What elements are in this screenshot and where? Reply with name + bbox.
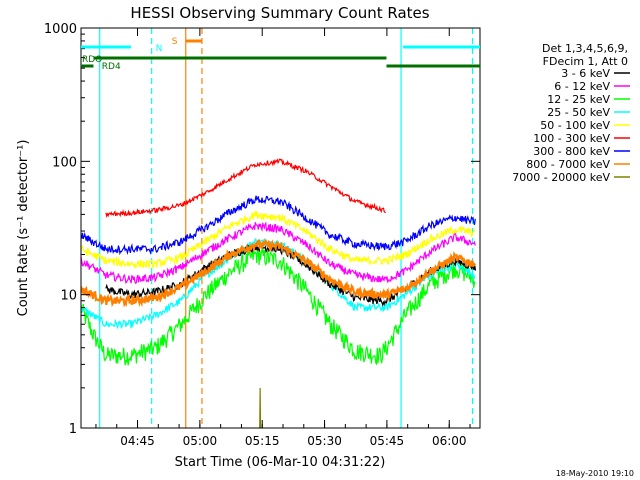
legend-label: 3 - 6 keV [561,67,610,80]
y-tick-label: 1 [69,422,77,437]
series-3-6-kev [105,242,477,307]
y-tick-label: 10 [60,289,77,304]
x-tick-label: 06:00 [432,434,467,448]
x-tick-label: 05:45 [370,434,405,448]
legend-label: 12 - 25 keV [547,93,610,106]
series-100-300-kev [105,158,386,218]
legend-label: 25 - 50 keV [547,106,610,119]
legend-label: 7000 - 20000 keV [512,171,610,184]
legend-label: 100 - 300 keV [533,132,610,145]
x-tick-label: 05:30 [307,434,342,448]
annotation-rdo: RDO [82,55,102,65]
annotation-n: N [156,44,163,54]
chart-title: HESSI Observing Summary Count Rates [130,4,429,22]
y-axis: 1 10 100 1000 [44,22,480,437]
observation-bands [99,28,474,428]
series-50-100-kev [81,210,476,270]
series-300-800-kev [81,195,476,256]
legend-header: FDecim 1, Att 0 [543,55,628,68]
y-axis-label: Count Rate (s⁻¹ detector⁻¹) [16,140,31,317]
legend-label: 50 - 100 keV [540,119,610,132]
x-tick-label: 04:45 [120,434,155,448]
legend-label: 800 - 7000 keV [526,158,610,171]
x-tick-label: 05:15 [245,434,280,448]
series-800-7000-kev [81,238,477,308]
series-6-12-kev [81,221,476,285]
footer-date: 18-May-2010 19:10 [556,469,634,478]
series-layer [81,158,477,428]
x-tick-label: 05:00 [183,434,218,448]
plot-frame [80,27,481,429]
series-7000-20000-kev [259,387,262,428]
legend: Det 1,3,4,5,6,9,FDecim 1, Att 03 - 6 keV… [512,42,630,184]
x-axis-label: Start Time (06-Mar-10 04:31:22) [175,455,386,470]
legend-header: Det 1,3,4,5,6,9, [542,42,628,55]
legend-label: 6 - 12 keV [554,80,610,93]
y-tick-label: 100 [52,155,77,170]
annotation-s: S [172,37,178,47]
y-tick-label: 1000 [44,22,77,37]
legend-label: 300 - 800 keV [533,145,610,158]
annotation-rd4: RD4 [102,62,121,72]
x-axis: 04:45 05:00 05:15 05:30 05:45 06:00 [95,28,471,448]
series-12-25-kev [81,247,476,366]
